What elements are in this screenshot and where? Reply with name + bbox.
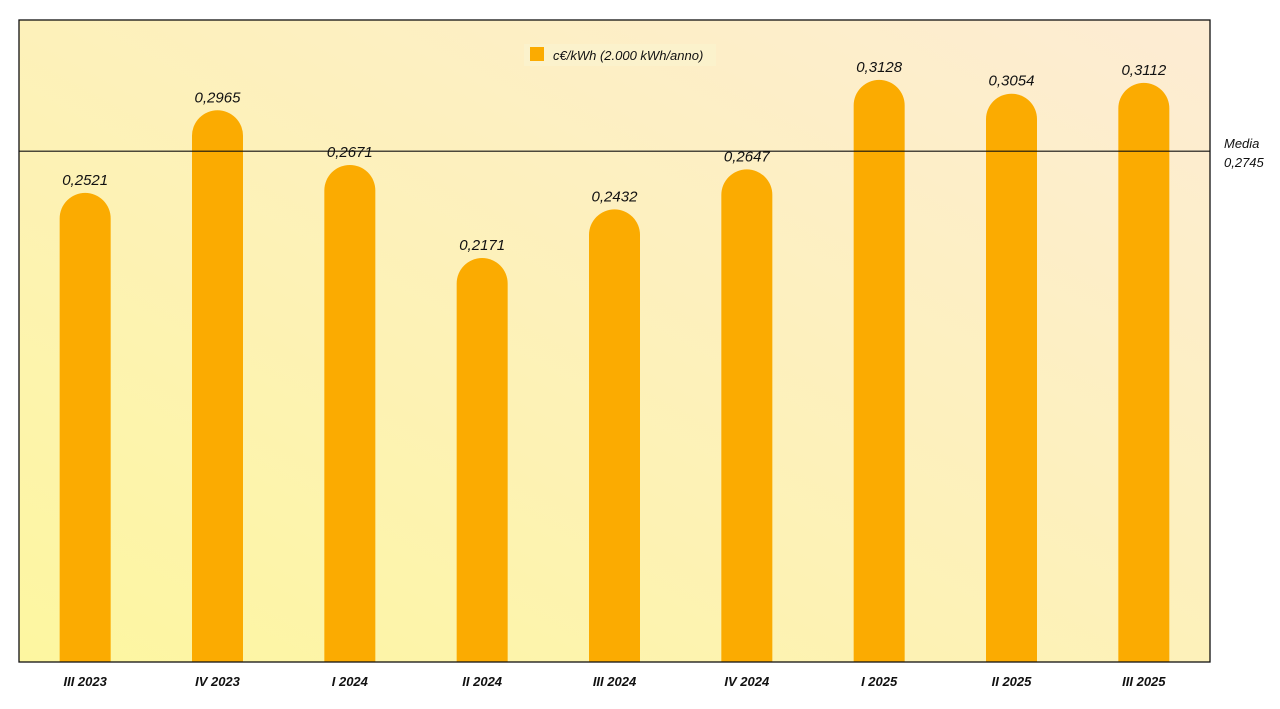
bar-value-label: 0,2671	[327, 144, 373, 161]
plot-frame	[18, 19, 1211, 663]
bar	[192, 110, 243, 662]
legend-swatch	[530, 47, 544, 61]
x-tick-label: IV 2023	[195, 674, 241, 689]
bar-value-label: 0,2171	[459, 237, 505, 254]
x-tick-label: II 2024	[462, 674, 503, 689]
bar-value-label: 0,3112	[1121, 62, 1166, 79]
x-tick-label: I 2024	[332, 674, 369, 689]
bar	[324, 164, 376, 662]
x-tick-label: I 2025	[861, 674, 898, 689]
average-value-label: 0,2745	[1224, 155, 1265, 170]
bar	[589, 209, 640, 663]
average-label: Media	[1224, 136, 1259, 151]
bar-value-label: 0,2647	[724, 148, 771, 165]
bar-value-label: 0,3128	[856, 59, 903, 76]
bar-value-label: 0,3054	[989, 73, 1035, 90]
bar	[853, 79, 905, 663]
bar	[59, 192, 111, 662]
x-tick-label: II 2025	[992, 674, 1033, 689]
x-tick-label: III 2025	[1122, 674, 1166, 689]
bar-value-label: 0,2965	[195, 89, 242, 106]
bar	[721, 169, 773, 662]
bar-value-label: 0,2521	[62, 172, 108, 189]
legend-label: c€/kWh (2.000 kWh/anno)	[553, 48, 703, 63]
legend: c€/kWh (2.000 kWh/anno)	[524, 44, 716, 66]
x-tick-label: III 2023	[63, 674, 107, 689]
legend-box	[524, 44, 716, 66]
bar-value-label: 0,2432	[592, 188, 639, 205]
bar	[456, 258, 508, 662]
x-tick-label: IV 2024	[724, 674, 770, 689]
bar	[986, 93, 1037, 663]
bar	[1118, 82, 1170, 662]
x-tick-label: III 2024	[593, 674, 637, 689]
